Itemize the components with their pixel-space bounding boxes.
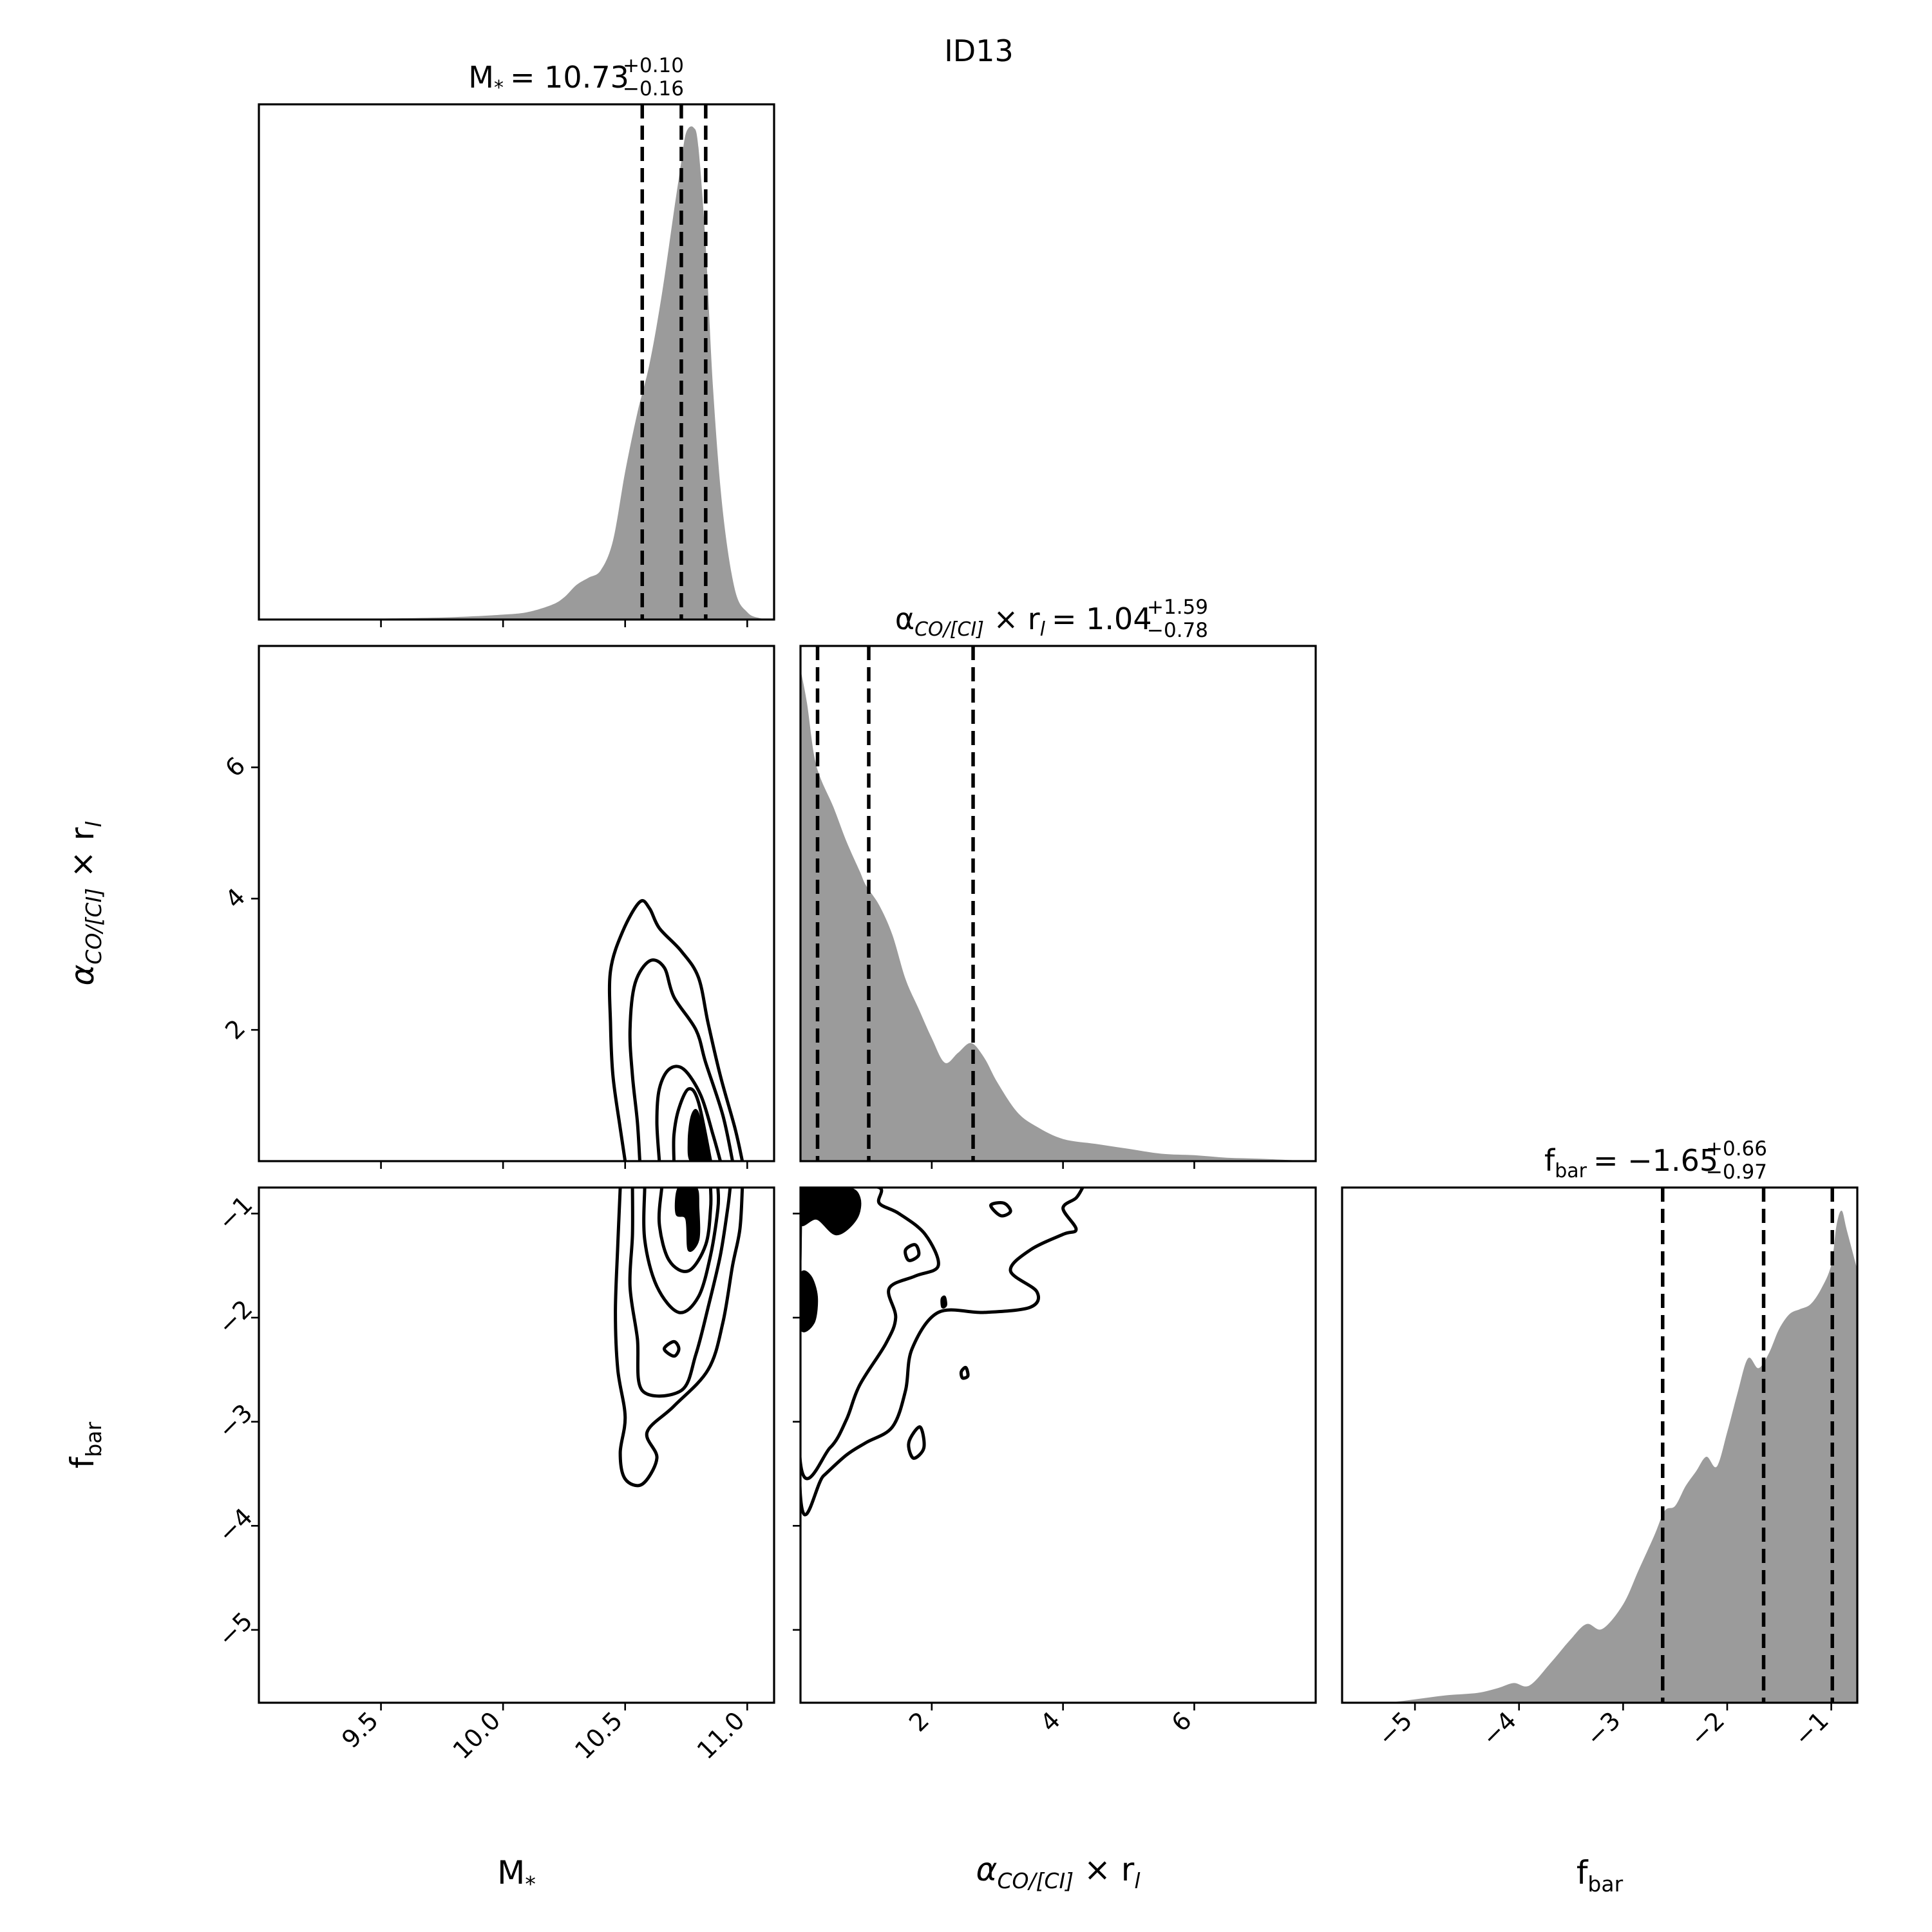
y-tick-label-fbar: −5: [213, 1607, 258, 1653]
panel-plus-alpha: +1.59: [1147, 596, 1208, 619]
alpha-histogram: [800, 669, 1316, 1161]
density-peak-0: [674, 1188, 701, 1252]
y-tick-label-fbar: −2: [213, 1294, 258, 1340]
panel-frame-alpha: [799, 645, 1317, 1162]
x-axis-label-mstar: M*: [497, 1854, 536, 1897]
contour-level-3: [672, 1087, 712, 1161]
contour-level-1: [800, 1188, 940, 1481]
panel-plus-fbar: +0.66: [1706, 1137, 1767, 1160]
y-tick-label-fbar: −4: [213, 1502, 258, 1548]
title-subscript: CO/[CI]: [914, 618, 984, 641]
label-tail: × r: [64, 827, 101, 888]
label-subscript: CO/[CI]: [81, 888, 106, 965]
contour-level-5: [959, 1365, 970, 1380]
panel-value-mstar: = 10.73: [510, 60, 629, 95]
contour-level-1: [628, 1188, 732, 1398]
label-symbol: M: [497, 1854, 525, 1891]
contour-level-0: [614, 1188, 744, 1488]
x-tick-label-mstar: 10.5: [569, 1706, 628, 1765]
density-peak-0: [800, 1188, 862, 1236]
x-tick-label-mstar: 11.0: [692, 1706, 750, 1765]
y-tick-label-fbar: −1: [213, 1190, 258, 1236]
contour-level-1: [628, 958, 734, 1161]
contour-level-3: [904, 1243, 921, 1262]
x-tick-label-mstar: 10.0: [448, 1706, 506, 1765]
panel-title-fbar: fbar: [1544, 1143, 1587, 1182]
contour-level-0: [800, 1188, 1084, 1517]
label-symbol: f: [1577, 1854, 1589, 1891]
contour-island-0: [662, 1340, 681, 1358]
title-tail: × r: [984, 601, 1040, 636]
label-tail-sub: l: [1134, 1868, 1140, 1893]
panel-frame: [799, 1186, 1317, 1704]
x-tick-label-fbar: −1: [1788, 1706, 1834, 1752]
x-tick-label-alpha: 4: [1035, 1706, 1066, 1737]
panel-minus-mstar: −0.16: [623, 77, 684, 100]
contour-level-0: [607, 899, 744, 1161]
panel-title-mstar: M*: [468, 60, 504, 99]
contour-panel-mstar-fbar: [258, 1186, 775, 1704]
density-peak-2: [940, 1295, 947, 1309]
title-symbol: f: [1544, 1143, 1556, 1178]
panel-minus-alpha: −0.78: [1147, 619, 1208, 642]
contour-panel-mstar-alpha: [258, 645, 775, 1162]
diag-panel-alpha: αCO/[CI] × rl = 1.04+1.59−0.78: [799, 596, 1317, 1162]
label-subscript: bar: [81, 1421, 106, 1457]
label-subscript: *: [525, 1871, 536, 1897]
y-tick-label-alpha: 4: [220, 883, 251, 914]
label-symbol: α: [976, 1851, 997, 1888]
panel-frame-mstar: [258, 103, 775, 621]
panel-plus-mstar: +0.10: [623, 54, 684, 77]
label-symbol: f: [64, 1456, 101, 1468]
y-tick-label-alpha: 2: [220, 1014, 251, 1045]
x-tick-label-fbar: −3: [1580, 1706, 1626, 1752]
y-axis-label-fbar: fbar: [64, 1421, 106, 1468]
panel-minus-fbar: −0.97: [1706, 1160, 1767, 1184]
panel-frame: [258, 1186, 775, 1704]
contour-level-2: [642, 1188, 721, 1314]
contour-level-3: [657, 1188, 713, 1273]
x-tick-label-fbar: −5: [1372, 1706, 1418, 1752]
contour-level-2: [655, 1065, 723, 1161]
x-tick-label-mstar: 9.5: [336, 1706, 384, 1754]
density-peak-1: [800, 1270, 819, 1332]
label-subscript: CO/[CI]: [997, 1868, 1074, 1893]
x-axis-label-fbar: fbar: [1577, 1854, 1624, 1897]
title-tail-sub: l: [1040, 618, 1046, 641]
contour-level-2: [989, 1201, 1012, 1218]
panel-value-fbar: = −1.65: [1593, 1143, 1718, 1178]
figure-title: ID13: [944, 33, 1014, 68]
panel-value-alpha: = 1.04: [1052, 601, 1152, 636]
x-tick-label-alpha: 6: [1166, 1706, 1197, 1737]
title-subscript: *: [494, 77, 504, 99]
x-axis-label-alpha: αCO/[CI] × rl: [976, 1851, 1140, 1893]
panel-frame: [258, 645, 775, 1162]
title-symbol: α: [895, 601, 914, 636]
contour-level-4: [907, 1425, 926, 1460]
x-tick-label-alpha: 2: [904, 1706, 934, 1737]
panel-frame-fbar: [1341, 1186, 1859, 1704]
title-symbol: M: [468, 60, 494, 95]
contour-panel-alpha-fbar: [799, 1186, 1317, 1704]
y-tick-label-alpha: 6: [220, 752, 251, 782]
x-tick-label-fbar: −2: [1685, 1706, 1730, 1752]
label-symbol: α: [64, 965, 101, 986]
mstar-histogram: [259, 126, 774, 620]
x-tick-label-fbar: −4: [1476, 1706, 1522, 1752]
label-subscript: bar: [1587, 1871, 1623, 1897]
fbar-histogram: [1342, 1210, 1857, 1703]
panel-title-alpha: αCO/[CI] × rl: [895, 601, 1046, 641]
diag-panel-fbar: fbar = −1.65+0.66−0.97: [1341, 1137, 1859, 1704]
title-subscript: bar: [1555, 1160, 1587, 1182]
label-tail-sub: l: [81, 821, 106, 827]
y-axis-label-alpha: αCO/[CI] × rl: [64, 821, 106, 985]
diag-panel-mstar: M* = 10.73+0.10−0.16: [258, 54, 775, 621]
label-tail: × r: [1074, 1851, 1135, 1888]
y-tick-label-fbar: −3: [213, 1399, 258, 1444]
